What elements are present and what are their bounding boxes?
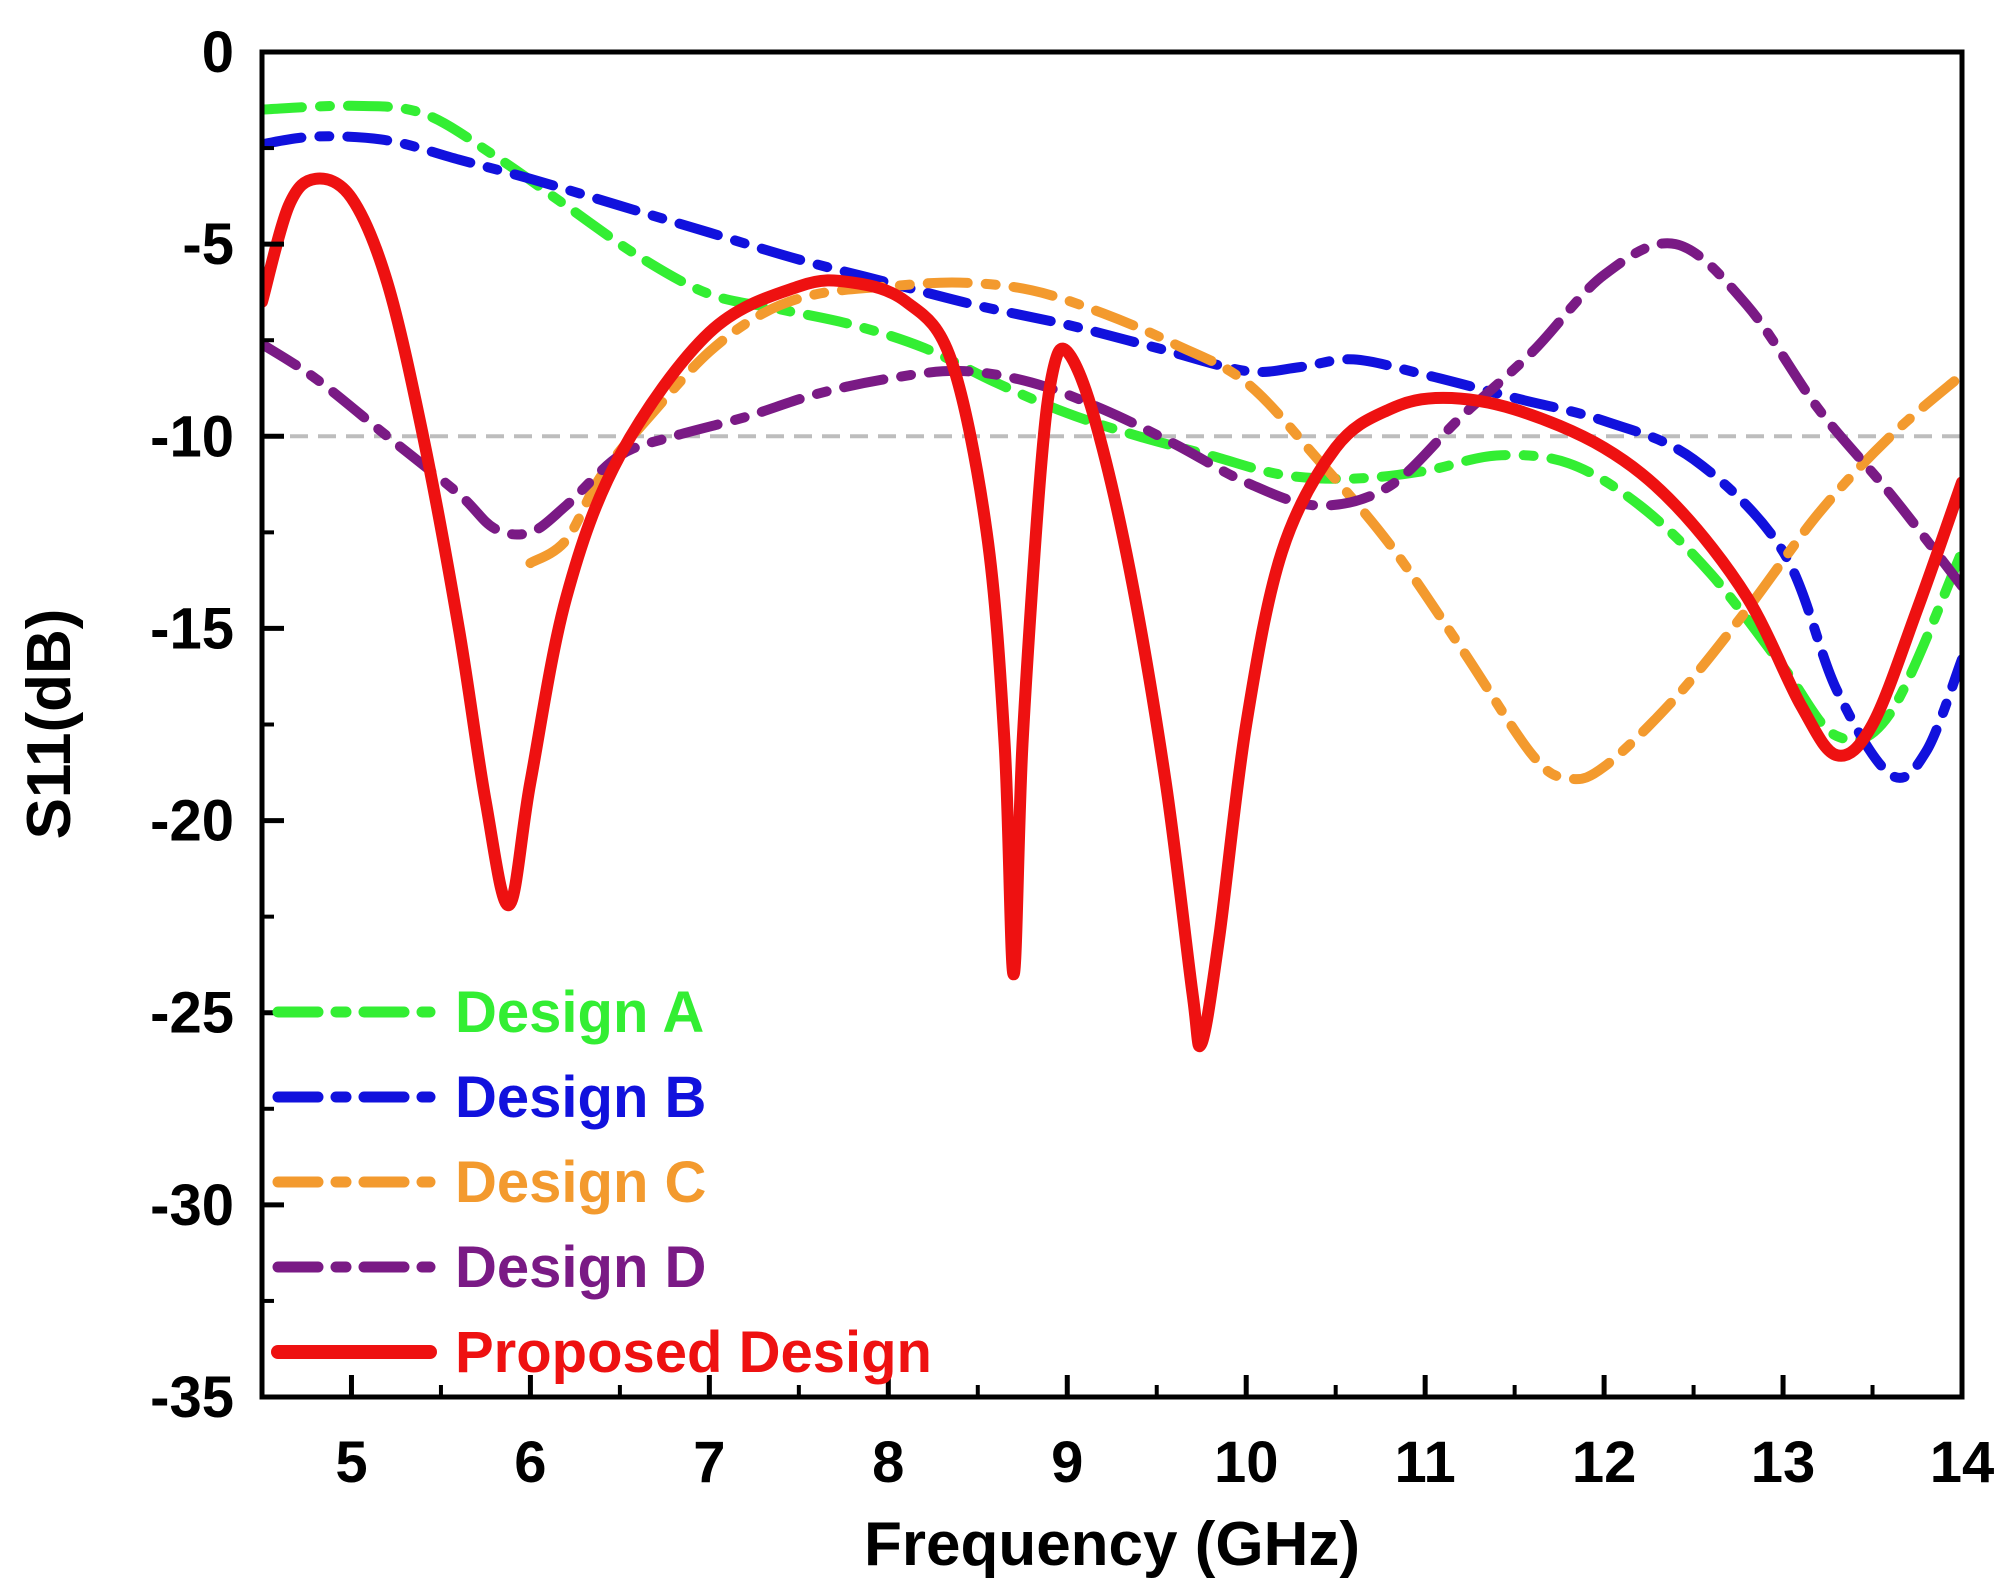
legend-label-design-d: Design D (455, 1235, 706, 1300)
x-axis-title: Frequency (GHz) (864, 1510, 1360, 1579)
x-tick-label: 14 (1930, 1430, 1995, 1495)
series-line-proposed-design (262, 172, 1962, 1053)
y-tick-label: -5 (182, 212, 234, 277)
series-line-design-b (262, 131, 1962, 783)
y-tick-label: -25 (150, 981, 234, 1046)
y-axis-title: S11(dB) (15, 609, 84, 840)
x-tick-label: 5 (335, 1430, 367, 1495)
y-tick-label: -15 (150, 596, 234, 661)
y-tick-label: -10 (150, 404, 234, 469)
y-tick-label: 0 (202, 20, 234, 85)
y-tick-label: -30 (150, 1173, 234, 1238)
x-tick-label: 9 (1051, 1430, 1083, 1495)
legend: Design A Design B Design C Design D Proposed… (271, 980, 932, 1385)
legend-label-design-a: Design A (455, 980, 704, 1045)
x-tick-label: 12 (1572, 1430, 1637, 1495)
legend-label-proposed-design: Proposed Design (455, 1320, 932, 1385)
series-line-design-c (525, 277, 1962, 785)
x-tick-label: 6 (514, 1430, 546, 1495)
x-tick-label: 11 (1394, 1430, 1455, 1495)
legend-label-design-c: Design C (455, 1150, 706, 1215)
y-tick-label: -20 (150, 789, 234, 854)
legend-label-design-b: Design B (455, 1065, 706, 1130)
x-tick-label: 7 (693, 1430, 725, 1495)
x-tick-label: 13 (1751, 1430, 1816, 1495)
x-tick-label: 10 (1214, 1430, 1279, 1495)
x-tick-label: 8 (872, 1430, 904, 1495)
series-line-design-a (262, 100, 1962, 746)
y-tick-label: -35 (150, 1365, 234, 1430)
